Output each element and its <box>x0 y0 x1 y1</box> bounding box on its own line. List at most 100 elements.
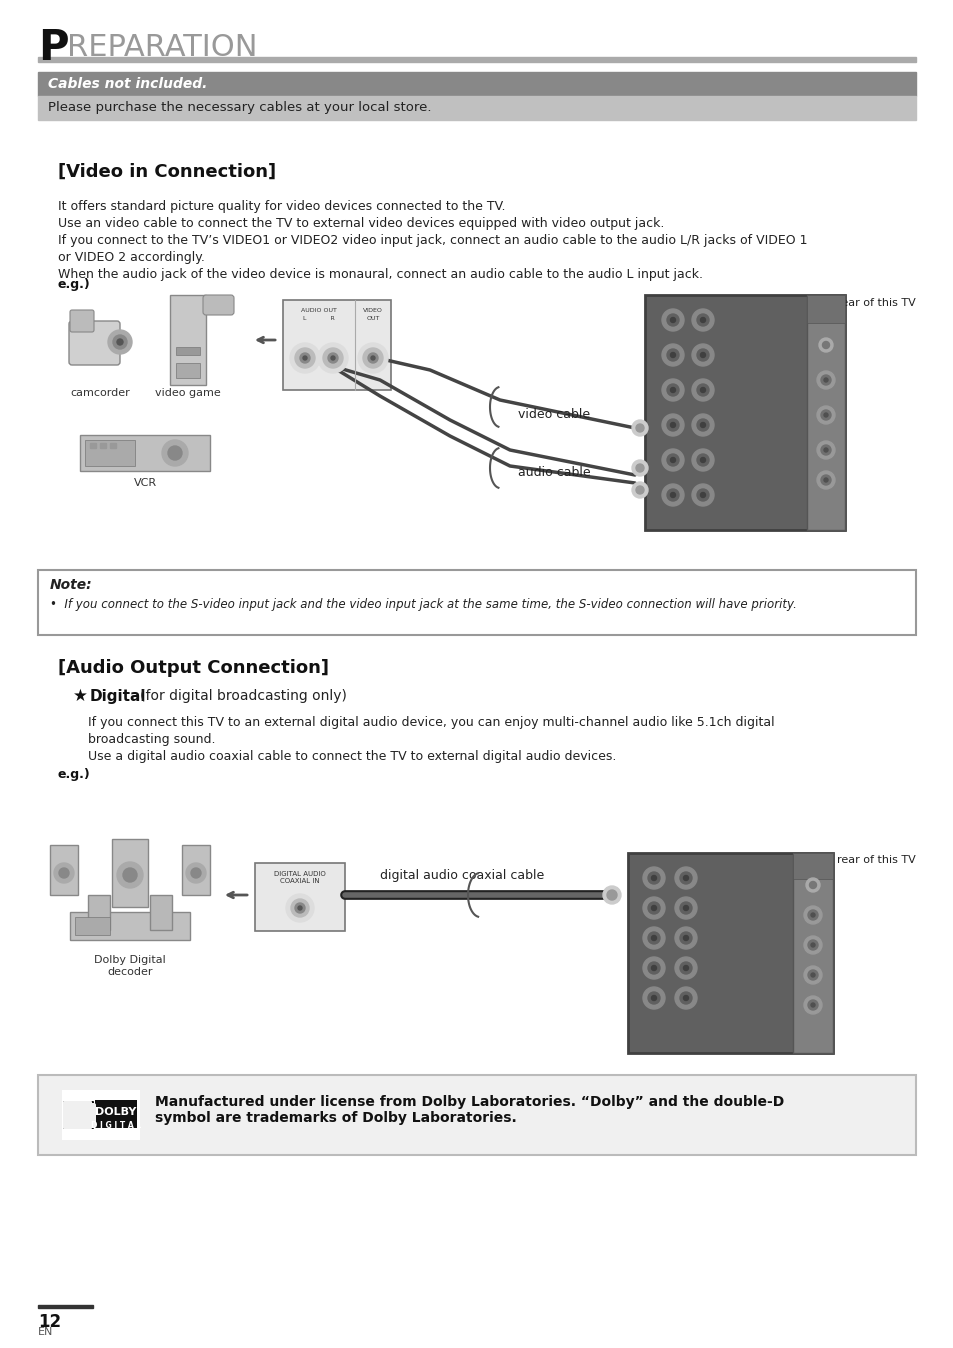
Circle shape <box>299 353 310 363</box>
Circle shape <box>642 927 664 949</box>
Circle shape <box>670 492 675 497</box>
Text: OUT: OUT <box>366 315 379 321</box>
Circle shape <box>675 867 697 888</box>
Circle shape <box>642 896 664 919</box>
Circle shape <box>682 906 688 910</box>
Circle shape <box>636 464 643 472</box>
Bar <box>95 1100 137 1128</box>
Circle shape <box>642 867 664 888</box>
Circle shape <box>294 903 305 913</box>
Text: audio cable: audio cable <box>517 465 590 479</box>
Text: broadcasting sound.: broadcasting sound. <box>88 733 215 745</box>
Bar <box>88 895 110 930</box>
Circle shape <box>682 965 688 971</box>
Circle shape <box>602 886 620 905</box>
Circle shape <box>807 971 817 980</box>
Circle shape <box>691 379 713 400</box>
Text: 12: 12 <box>38 1313 61 1330</box>
Circle shape <box>661 379 683 400</box>
Circle shape <box>821 474 830 485</box>
FancyBboxPatch shape <box>63 1101 79 1130</box>
Circle shape <box>682 875 688 880</box>
Text: Digital: Digital <box>90 689 147 704</box>
Circle shape <box>679 962 691 975</box>
Circle shape <box>647 872 659 884</box>
Circle shape <box>291 899 309 917</box>
Bar <box>75 917 110 936</box>
Bar <box>70 913 190 940</box>
Circle shape <box>816 470 834 489</box>
FancyBboxPatch shape <box>63 1101 81 1130</box>
Circle shape <box>821 445 830 456</box>
Text: If you connect this TV to an external digital audio device, you can enjoy multi-: If you connect this TV to an external di… <box>88 716 774 729</box>
Circle shape <box>647 931 659 944</box>
Text: [Video in Connection]: [Video in Connection] <box>58 163 275 181</box>
Text: [Audio Output Connection]: [Audio Output Connection] <box>58 659 329 677</box>
Circle shape <box>123 868 137 882</box>
FancyBboxPatch shape <box>38 1074 915 1155</box>
Circle shape <box>675 987 697 1010</box>
Circle shape <box>803 996 821 1014</box>
Circle shape <box>666 349 679 361</box>
Bar <box>254 863 345 931</box>
Circle shape <box>666 314 679 326</box>
Text: •  If you connect to the S-video input jack and the video input jack at the same: • If you connect to the S-video input ja… <box>50 599 796 611</box>
Text: VCR: VCR <box>133 479 156 488</box>
Bar <box>806 295 844 324</box>
FancyBboxPatch shape <box>65 1103 83 1127</box>
Bar <box>38 57 915 62</box>
Circle shape <box>697 314 708 326</box>
Circle shape <box>54 863 74 883</box>
Circle shape <box>682 996 688 1000</box>
Circle shape <box>661 309 683 332</box>
Circle shape <box>651 906 656 910</box>
FancyBboxPatch shape <box>78 1103 96 1127</box>
Circle shape <box>670 387 675 392</box>
Circle shape <box>631 421 647 435</box>
Circle shape <box>700 492 705 497</box>
Circle shape <box>691 309 713 332</box>
Circle shape <box>682 936 688 941</box>
Circle shape <box>803 967 821 984</box>
Circle shape <box>803 906 821 923</box>
Circle shape <box>661 344 683 367</box>
Bar <box>627 853 832 1053</box>
FancyBboxPatch shape <box>38 570 915 635</box>
Bar <box>110 443 116 448</box>
Circle shape <box>803 936 821 954</box>
Text: VIDEO: VIDEO <box>363 307 382 313</box>
Circle shape <box>631 483 647 497</box>
Circle shape <box>670 422 675 427</box>
Circle shape <box>810 1003 814 1007</box>
Bar <box>100 443 106 448</box>
Circle shape <box>636 425 643 431</box>
FancyBboxPatch shape <box>76 1101 91 1130</box>
Circle shape <box>631 460 647 476</box>
Text: e.g.): e.g.) <box>58 278 91 291</box>
Circle shape <box>670 352 675 357</box>
Circle shape <box>823 377 827 381</box>
Circle shape <box>818 338 832 352</box>
Bar <box>283 301 391 390</box>
Text: Please purchase the necessary cables at your local store.: Please purchase the necessary cables at … <box>48 101 431 115</box>
Text: EN: EN <box>38 1326 53 1337</box>
Circle shape <box>661 414 683 435</box>
Circle shape <box>290 342 319 373</box>
Text: digital audio coaxial cable: digital audio coaxial cable <box>379 868 543 882</box>
Circle shape <box>810 913 814 917</box>
Text: video game: video game <box>155 388 221 398</box>
Circle shape <box>823 412 827 417</box>
Circle shape <box>807 940 817 950</box>
FancyBboxPatch shape <box>69 321 120 365</box>
Circle shape <box>700 352 705 357</box>
Circle shape <box>636 487 643 493</box>
Circle shape <box>679 902 691 914</box>
Text: e.g.): e.g.) <box>58 768 91 780</box>
Bar <box>50 845 78 895</box>
Circle shape <box>697 454 708 466</box>
Circle shape <box>286 894 314 922</box>
Circle shape <box>679 931 691 944</box>
Circle shape <box>821 410 830 421</box>
Circle shape <box>700 387 705 392</box>
Circle shape <box>697 349 708 361</box>
